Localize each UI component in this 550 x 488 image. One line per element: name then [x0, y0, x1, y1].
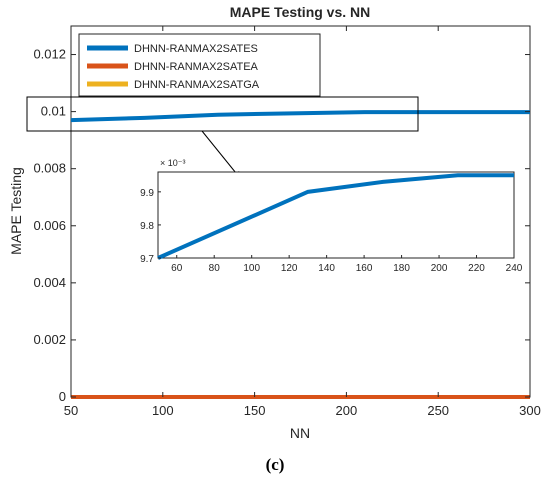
y-tick-label: 0.002 [33, 332, 66, 347]
legend-label: DHNN-RANMAX2SATGA [134, 79, 260, 91]
legend-label: DHNN-RANMAX2SATEA [134, 61, 259, 73]
figure-caption: (c) [265, 455, 285, 474]
inset-x-tick-label: 100 [243, 263, 260, 274]
x-axis-label: NN [290, 425, 310, 441]
y-tick-label: 0.008 [33, 161, 66, 176]
inset-exponent-label: × 10⁻³ [160, 158, 186, 168]
inset-x-tick-label: 80 [209, 263, 221, 274]
chart-title: MAPE Testing vs. NN [230, 4, 371, 20]
inset-axis-ticks: 60 80 100 120 140 160 180 200 220 240 9.7 9.8 9.9 [140, 188, 523, 274]
x-tick-label: 200 [336, 403, 358, 418]
main-axis-ticks: 50 100 150 200 250 300 0 0.002 0.004 0.006 0.008 0.… [33, 26, 541, 418]
inset-plot-marks [157, 173, 514, 260]
x-tick-label: 150 [244, 403, 266, 418]
y-tick-label: 0 [59, 389, 66, 404]
inset-plot-frame [157, 171, 515, 259]
inset-x-tick-label: 60 [171, 263, 183, 274]
x-tick-label: 50 [64, 403, 78, 418]
inset-x-tick-label: 160 [356, 263, 373, 274]
inset-x-tick-label: 180 [393, 263, 410, 274]
series-line-dhnn-ranmax2sates [70, 110, 530, 123]
inset-x-tick-label: 200 [431, 263, 448, 274]
inset-y-tick-label: 9.7 [140, 254, 154, 265]
legend-label: DHNN-RANMAX2SATES [134, 43, 258, 55]
x-tick-label: 250 [427, 403, 449, 418]
y-tick-label: 0.006 [33, 218, 66, 233]
zoom-arrow [201, 130, 241, 179]
inset-series-line [157, 173, 514, 260]
y-axis-label: MAPE Testing [8, 167, 24, 255]
legend: DHNN-RANMAX2SATES DHNN-RANMAX2SATEA DHNN-R… [78, 33, 321, 97]
inset-y-tick-label: 9.9 [140, 188, 154, 199]
y-tick-label: 0.012 [33, 47, 66, 62]
inset-x-tick-label: 220 [468, 263, 485, 274]
inset-y-tick-label: 9.8 [140, 221, 154, 232]
main-plot-marks [70, 110, 530, 399]
inset-x-tick-label: 240 [506, 263, 523, 274]
y-tick-label: 0.01 [41, 104, 66, 119]
zoom-region-box [26, 96, 419, 132]
x-tick-label: 100 [152, 403, 174, 418]
y-tick-label: 0.004 [33, 275, 66, 290]
x-tick-label: 300 [519, 403, 541, 418]
inset-x-tick-label: 140 [318, 263, 335, 274]
inset-x-tick-label: 120 [281, 263, 298, 274]
